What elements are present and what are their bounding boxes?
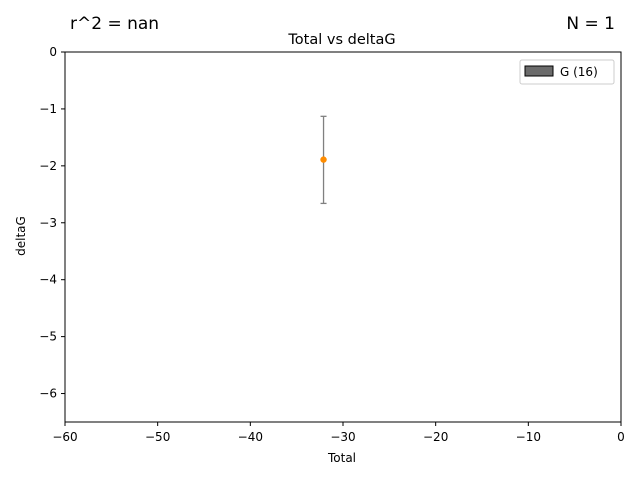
x-tick-label: −10 bbox=[516, 430, 541, 444]
r-squared-text: r^2 = nan bbox=[70, 14, 160, 34]
x-tick-label: −50 bbox=[145, 430, 170, 444]
y-axis-label: deltaG bbox=[14, 216, 28, 256]
legend: G (16) bbox=[519, 59, 615, 85]
plot-frame bbox=[64, 51, 622, 423]
legend-swatch bbox=[524, 65, 554, 77]
x-tick-label: −20 bbox=[423, 430, 448, 444]
y-tick-label: −6 bbox=[39, 387, 57, 401]
y-tick-label: −4 bbox=[39, 273, 57, 287]
legend-label: G (16) bbox=[560, 65, 598, 79]
y-tick-label: 0 bbox=[49, 45, 57, 59]
n-count-text: N = 1 bbox=[566, 14, 615, 34]
x-tick-label: 0 bbox=[617, 430, 625, 444]
data-point bbox=[320, 156, 327, 163]
y-tick-label: −5 bbox=[39, 330, 57, 344]
x-tick-label: −30 bbox=[330, 430, 355, 444]
x-tick-label: −60 bbox=[52, 430, 77, 444]
x-axis-label: Total bbox=[327, 451, 356, 465]
chart-title: Total vs deltaG bbox=[287, 32, 395, 48]
y-tick-label: −3 bbox=[39, 216, 57, 230]
x-tick-label: −40 bbox=[238, 430, 263, 444]
y-tick-label: −1 bbox=[39, 102, 57, 116]
y-tick-label: −2 bbox=[39, 159, 57, 173]
